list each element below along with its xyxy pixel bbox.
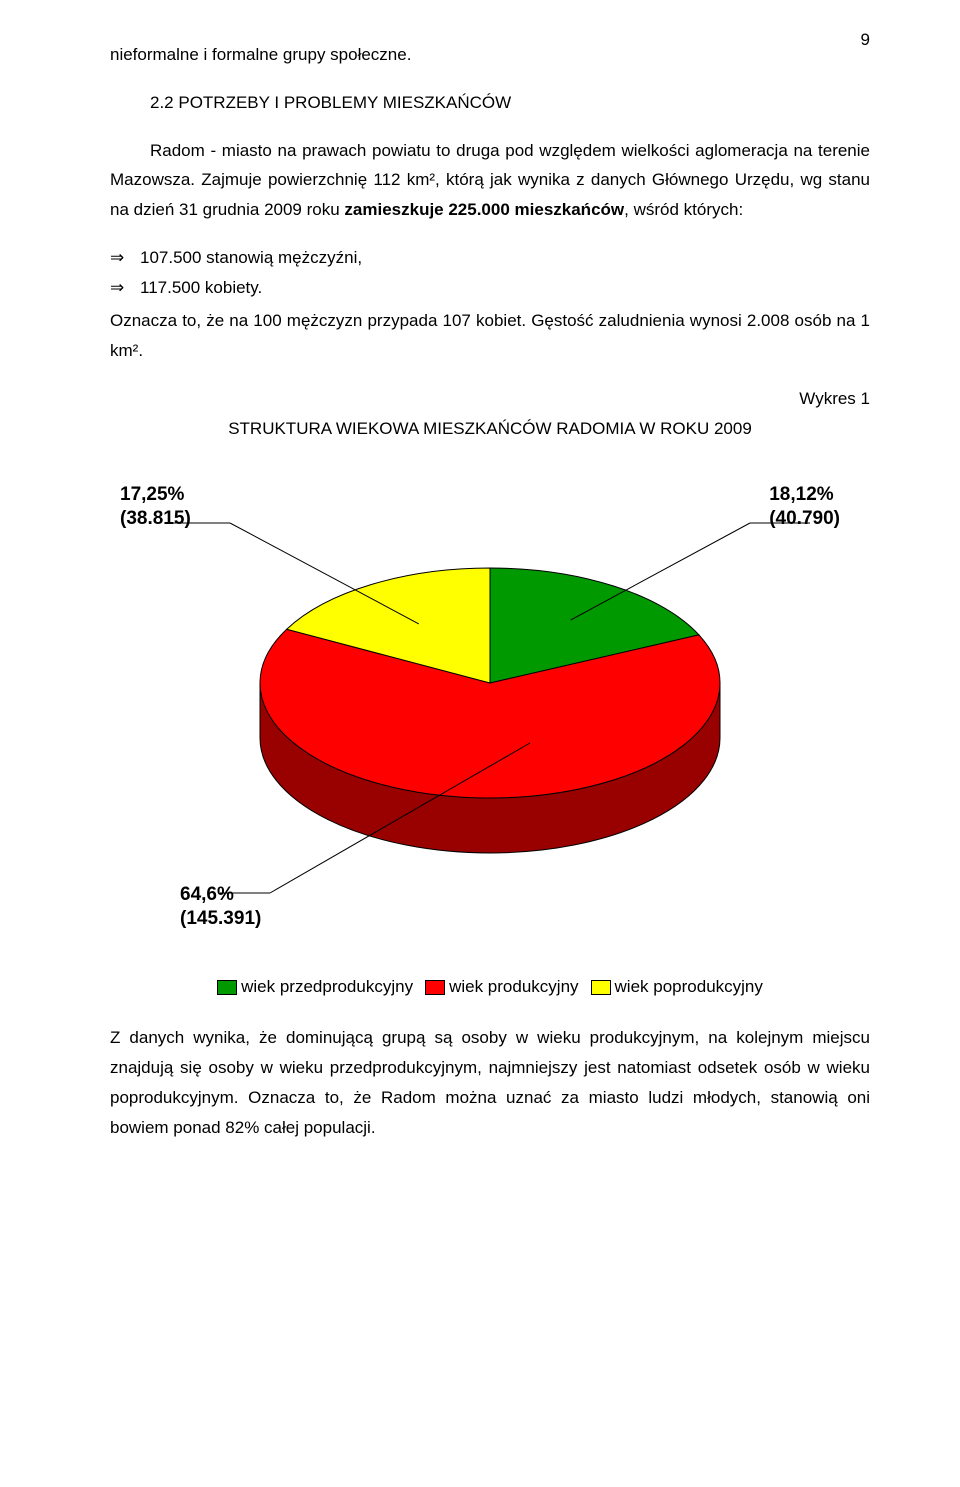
- callout-left-count: (38.815): [120, 508, 191, 529]
- legend-swatch: [217, 980, 237, 995]
- legend-item: wiek poprodukcyjny: [591, 977, 763, 997]
- legend-label: wiek poprodukcyjny: [615, 977, 763, 996]
- bullet-1: ⇒107.500 stanowią mężczyźni,: [110, 243, 870, 273]
- callout-left-pct: 17,25%: [120, 484, 184, 505]
- legend-item: wiek produkcyjny: [425, 977, 578, 997]
- paragraph-intro: nieformalne i formalne grupy społeczne.: [110, 40, 870, 70]
- p2-bold: zamieszkuje 225.000 mieszkańców: [344, 200, 624, 219]
- chart-number-label: Wykres 1: [110, 384, 870, 414]
- legend-label: wiek produkcyjny: [449, 977, 578, 996]
- chart-header: Wykres 1 STRUKTURA WIEKOWA MIESZKAŃCÓW R…: [110, 384, 870, 444]
- legend-swatch: [591, 980, 611, 995]
- paragraph-body-2: Oznacza to, że na 100 mężczyzn przypada …: [110, 306, 870, 366]
- callout-right: 18,12% (40.790): [769, 483, 840, 531]
- pie-chart: 17,25% (38.815) 18,12% (40.790) 64,6% (1…: [110, 453, 870, 1003]
- paragraph-conclusion: Z danych wynika, że dominującą grupą są …: [110, 1023, 870, 1142]
- paragraph-body-1: Radom - miasto na prawach powiatu to dru…: [110, 136, 870, 225]
- legend-item: wiek przedprodukcyjny: [217, 977, 413, 997]
- callout-left: 17,25% (38.815): [120, 483, 191, 531]
- section-heading: 2.2 POTRZEBY I PROBLEMY MIESZKAŃCÓW: [150, 88, 870, 118]
- callout-bottom: 64,6% (145.391): [180, 883, 261, 931]
- bullet-2-text: 117.500 kobiety.: [140, 278, 262, 297]
- chart-title: STRUKTURA WIEKOWA MIESZKAŃCÓW RADOMIA W …: [110, 414, 870, 444]
- chart-legend: wiek przedprodukcyjny wiek produkcyjny wie…: [110, 977, 870, 997]
- arrow-icon: ⇒: [110, 243, 140, 273]
- callout-bottom-pct: 64,6%: [180, 884, 234, 905]
- document-page: 9 nieformalne i formalne grupy społeczne…: [0, 0, 960, 1487]
- legend-label: wiek przedprodukcyjny: [241, 977, 413, 996]
- legend-swatch: [425, 980, 445, 995]
- bullet-2: ⇒117.500 kobiety.: [110, 273, 870, 303]
- page-number: 9: [861, 30, 870, 50]
- p2-part-c: , wśród których:: [624, 200, 743, 219]
- callout-right-pct: 18,12%: [769, 484, 833, 505]
- callout-bottom-count: (145.391): [180, 908, 261, 929]
- callout-right-count: (40.790): [769, 508, 840, 529]
- arrow-icon: ⇒: [110, 273, 140, 303]
- bullet-1-text: 107.500 stanowią mężczyźni,: [140, 248, 362, 267]
